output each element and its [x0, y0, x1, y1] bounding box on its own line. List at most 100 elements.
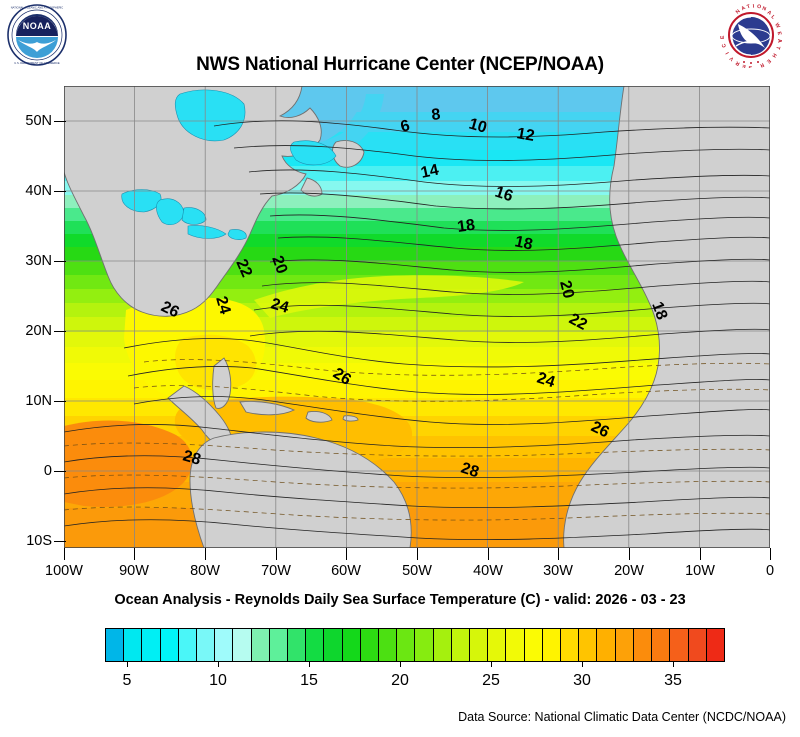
- ytick: [54, 541, 66, 542]
- svg-text:S: S: [748, 64, 752, 68]
- colorbar-swatch: [524, 629, 543, 661]
- colorbar-tick: [218, 662, 219, 667]
- nws-logo: N A T I O N A L W E A T H E R S E R V I: [718, 2, 784, 70]
- colorbar-swatch: [615, 629, 634, 661]
- svg-text:I: I: [725, 50, 731, 55]
- contour-label: 12: [515, 125, 536, 145]
- contour-label: 24: [535, 370, 557, 392]
- contour-label: 22: [232, 257, 255, 280]
- ytick-label-20n: 20N: [25, 323, 52, 339]
- xtick: [700, 548, 701, 560]
- colorbar-swatch: [269, 629, 289, 661]
- xtick-label-0: 0: [765, 563, 775, 579]
- colorbar-swatch: [688, 629, 707, 661]
- colorbar-swatch: [288, 629, 307, 661]
- data-source-note: Data Source: National Climatic Data Cent…: [458, 710, 786, 724]
- colorbar[interactable]: [105, 628, 725, 662]
- gulf-stream: [254, 275, 524, 318]
- contour-label: 18: [648, 300, 670, 323]
- colorbar-swatch: [142, 629, 161, 661]
- contour-label: 26: [588, 418, 612, 441]
- svg-text:A: A: [776, 39, 782, 43]
- contour-label: 28: [181, 448, 203, 469]
- xtick-label-60w: 60W: [331, 563, 361, 579]
- colorbar-tick: [400, 662, 401, 667]
- ytick: [54, 471, 66, 472]
- colorbar-swatch: [561, 629, 580, 661]
- contour-label: 24: [212, 294, 233, 316]
- ytick: [54, 331, 66, 332]
- svg-text:O: O: [757, 4, 761, 10]
- xtick-label-100w: 100W: [45, 563, 83, 579]
- ytick: [54, 191, 66, 192]
- colorbar-swatch: [597, 629, 616, 661]
- svg-text:V: V: [728, 55, 735, 62]
- sst-map-canvas[interactable]: 6 8 10 12 14 16 18 18 20 20 22 22 24 24 …: [64, 86, 770, 548]
- contour-label-group: 6 8 10 12 14 16 18 18 20 20 22 22 24 24 …: [158, 106, 670, 481]
- colorbar-label-30: 30: [573, 672, 591, 689]
- ytick-label-30n: 30N: [25, 253, 52, 269]
- sst-map[interactable]: 6 8 10 12 14 16 18 18 20 20 22 22 24 24 …: [64, 86, 770, 548]
- contour-label: 20: [556, 279, 577, 300]
- xtick: [205, 548, 206, 560]
- ytick-label-50n: 50N: [25, 113, 52, 129]
- colorbar-swatch: [324, 629, 343, 661]
- colorbar-swatch: [633, 629, 653, 661]
- xtick-label-50w: 50W: [402, 563, 432, 579]
- colorbar-swatches[interactable]: [105, 628, 725, 662]
- contour-label: 10: [467, 116, 489, 137]
- svg-text:T: T: [746, 3, 752, 10]
- colorbar-swatch: [415, 629, 434, 661]
- ytick: [54, 401, 66, 402]
- colorbar-swatch: [670, 629, 689, 661]
- epac-warm-pool: [64, 420, 193, 507]
- svg-text:E: E: [741, 63, 746, 68]
- colorbar-swatch: [197, 629, 216, 661]
- xtick-label-10w: 10W: [685, 563, 715, 579]
- colorbar-swatch: [342, 629, 361, 661]
- xtick-label-90w: 90W: [119, 563, 149, 579]
- svg-text:C: C: [721, 43, 728, 48]
- colorbar-swatch: [542, 629, 562, 661]
- xtick: [417, 548, 418, 560]
- colorbar-swatch: [652, 629, 671, 661]
- svg-text:N: N: [735, 8, 742, 15]
- svg-text:NOAA: NOAA: [23, 21, 52, 31]
- svg-text:H: H: [770, 52, 777, 58]
- colorbar-swatch: [106, 629, 125, 661]
- svg-text:L: L: [770, 14, 777, 21]
- contour-label: 28: [459, 460, 481, 482]
- ytick-label-10n: 10N: [25, 393, 52, 409]
- colorbar-swatch: [160, 629, 179, 661]
- xtick: [346, 548, 347, 560]
- svg-text:W: W: [773, 22, 781, 29]
- contour-label: 8: [431, 106, 442, 124]
- ytick-label-40n: 40N: [25, 183, 52, 199]
- xtick-label-20w: 20W: [614, 563, 644, 579]
- xtick: [488, 548, 489, 560]
- colorbar-swatch: [579, 629, 598, 661]
- colorbar-swatch: [360, 629, 380, 661]
- colorbar-tick: [491, 662, 492, 667]
- xtick: [134, 548, 135, 560]
- colorbar-swatch: [306, 629, 325, 661]
- colorbar-tick: [127, 662, 128, 667]
- great-lakes: [121, 89, 337, 240]
- colorbar-swatch: [451, 629, 471, 661]
- colorbar-swatch: [488, 629, 507, 661]
- colorbar-label-10: 10: [209, 672, 227, 689]
- svg-text:NATIONAL OCEANIC AND ATMOSPHER: NATIONAL OCEANIC AND ATMOSPHERIC: [11, 6, 64, 10]
- contour-label: 18: [456, 217, 476, 236]
- colorbar-label-15: 15: [300, 672, 318, 689]
- colorbar-swatch: [178, 629, 198, 661]
- colorbar-tick: [582, 662, 583, 667]
- ytick-label-0: 0: [43, 463, 52, 479]
- svg-text:E: E: [720, 35, 726, 39]
- xtick: [276, 548, 277, 560]
- svg-text:I: I: [752, 4, 755, 10]
- colorbar-swatch: [397, 629, 416, 661]
- xtick-label-80w: 80W: [190, 563, 220, 579]
- xtick-label-70w: 70W: [261, 563, 291, 579]
- xtick: [64, 548, 65, 560]
- ytick: [54, 121, 66, 122]
